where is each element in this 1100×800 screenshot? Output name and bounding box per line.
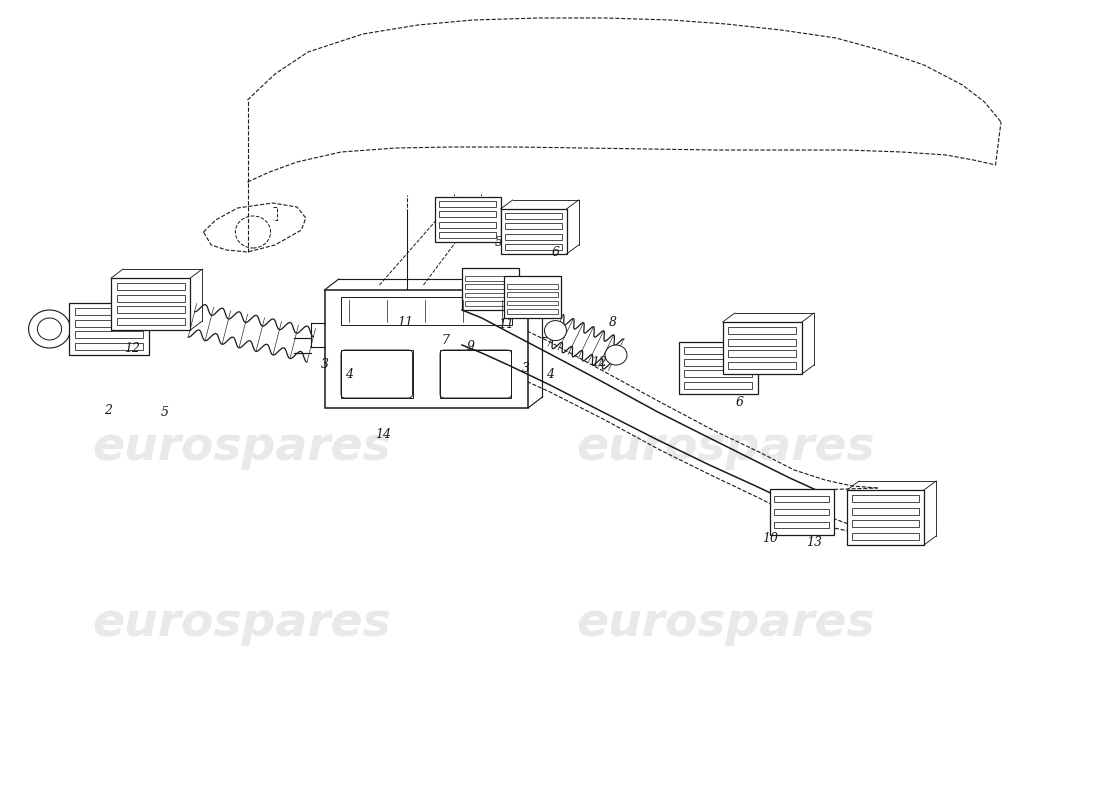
Bar bbox=[774, 509, 829, 515]
Bar bbox=[774, 496, 829, 502]
Bar bbox=[434, 197, 500, 242]
Text: 4: 4 bbox=[546, 369, 554, 382]
Text: 5: 5 bbox=[161, 406, 169, 418]
Text: eurospares: eurospares bbox=[92, 602, 392, 646]
Text: 14: 14 bbox=[375, 429, 390, 442]
Bar bbox=[728, 350, 796, 358]
Bar bbox=[507, 309, 558, 314]
Bar bbox=[507, 284, 558, 289]
Bar bbox=[117, 294, 185, 302]
Bar bbox=[117, 283, 185, 290]
Bar bbox=[505, 244, 562, 250]
Bar bbox=[75, 308, 143, 314]
Bar bbox=[500, 209, 566, 254]
Bar bbox=[723, 322, 802, 374]
Text: 13: 13 bbox=[806, 535, 822, 549]
Text: 11: 11 bbox=[498, 318, 514, 331]
Text: eurospares: eurospares bbox=[576, 426, 876, 470]
Text: 11: 11 bbox=[397, 315, 412, 329]
Bar bbox=[847, 490, 924, 545]
Bar bbox=[75, 320, 143, 326]
Bar bbox=[505, 223, 562, 230]
Bar bbox=[341, 297, 512, 325]
Bar bbox=[439, 202, 496, 207]
Bar bbox=[465, 276, 516, 281]
Bar bbox=[852, 520, 918, 527]
Bar bbox=[507, 292, 558, 297]
Bar bbox=[465, 301, 516, 306]
Text: 4: 4 bbox=[344, 369, 353, 382]
Text: eurospares: eurospares bbox=[576, 602, 876, 646]
Bar bbox=[75, 343, 143, 350]
Bar bbox=[507, 301, 558, 306]
Text: 2: 2 bbox=[103, 403, 112, 417]
Bar bbox=[465, 284, 516, 289]
Bar bbox=[117, 318, 185, 325]
Bar bbox=[774, 522, 829, 528]
Bar bbox=[440, 350, 512, 398]
Bar bbox=[852, 533, 918, 540]
Bar bbox=[684, 370, 752, 378]
Text: 7: 7 bbox=[441, 334, 450, 346]
Bar bbox=[679, 342, 758, 394]
Bar bbox=[111, 278, 190, 330]
Bar bbox=[69, 303, 148, 355]
Bar bbox=[504, 276, 561, 318]
Bar bbox=[439, 211, 496, 218]
Text: 12: 12 bbox=[592, 357, 607, 370]
Bar bbox=[465, 293, 516, 298]
Bar bbox=[728, 338, 796, 346]
Text: 6: 6 bbox=[551, 246, 560, 258]
Bar bbox=[852, 495, 918, 502]
Bar bbox=[684, 382, 752, 389]
Bar bbox=[75, 331, 143, 338]
Bar bbox=[505, 234, 562, 239]
Text: 8: 8 bbox=[608, 317, 617, 330]
Text: 3: 3 bbox=[521, 362, 530, 374]
Bar bbox=[462, 268, 519, 310]
Bar bbox=[770, 489, 834, 535]
Circle shape bbox=[29, 310, 70, 348]
Bar bbox=[684, 358, 752, 366]
Bar bbox=[852, 508, 918, 515]
Bar bbox=[728, 327, 796, 334]
Bar bbox=[439, 232, 496, 238]
Text: 6: 6 bbox=[735, 397, 744, 410]
Bar bbox=[341, 350, 412, 398]
Bar bbox=[728, 362, 796, 369]
Circle shape bbox=[544, 321, 566, 341]
Text: 12: 12 bbox=[124, 342, 140, 354]
Bar bbox=[505, 214, 562, 219]
Text: 5: 5 bbox=[494, 237, 503, 250]
Circle shape bbox=[605, 345, 627, 365]
Bar bbox=[117, 306, 185, 314]
Text: 10: 10 bbox=[762, 531, 778, 545]
Bar bbox=[684, 347, 752, 354]
Text: eurospares: eurospares bbox=[92, 426, 392, 470]
Text: 9: 9 bbox=[466, 341, 475, 354]
Text: 3: 3 bbox=[320, 358, 329, 371]
Bar bbox=[439, 222, 496, 227]
Bar bbox=[324, 290, 528, 408]
